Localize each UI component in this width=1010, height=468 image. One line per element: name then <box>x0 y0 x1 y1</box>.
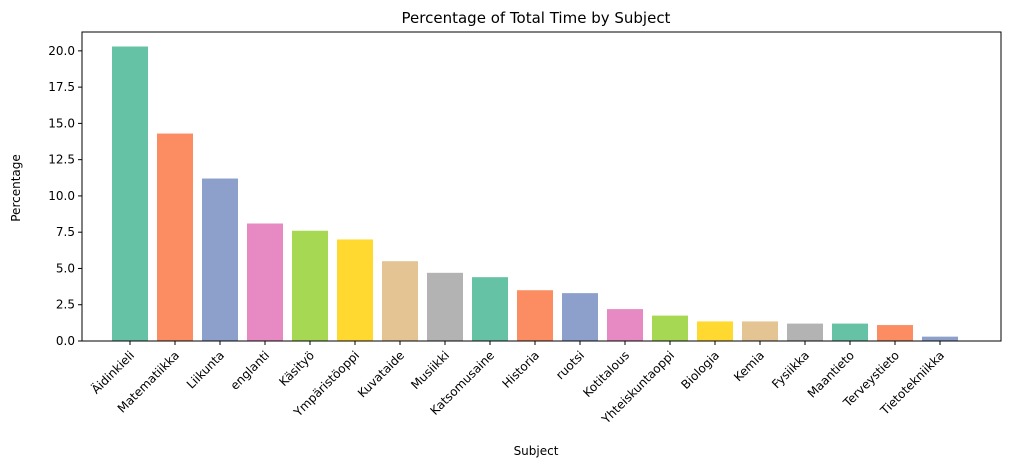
y-tick-label-0: 0.0 <box>56 334 75 348</box>
bar-16 <box>832 323 868 341</box>
x-tick-label-13: Biologia <box>678 348 722 392</box>
bar-17 <box>877 325 913 341</box>
bar-0 <box>112 46 148 341</box>
y-tick-label-3: 7.5 <box>56 225 75 239</box>
bar-11 <box>607 309 643 341</box>
x-tick-label-15: Fysiikka <box>769 348 812 391</box>
x-tick-label-2: Liikunta <box>184 348 227 391</box>
bar-12 <box>652 315 688 341</box>
bar-3 <box>247 223 283 341</box>
x-tick-label-0: Äidinkieli <box>88 348 137 397</box>
y-tick-label-7: 17.5 <box>48 80 75 94</box>
y-tick-label-5: 12.5 <box>48 153 75 167</box>
x-tick-label-3: englanti <box>228 348 273 393</box>
bar-18 <box>922 336 958 341</box>
y-tick-label-6: 15.0 <box>48 116 75 130</box>
bar-2 <box>202 178 238 341</box>
y-axis-label: Percentage <box>9 154 23 222</box>
y-tick-label-8: 20.0 <box>48 44 75 58</box>
bar-1 <box>157 133 193 341</box>
x-tick-label-4: Käsityö <box>276 348 317 389</box>
x-tick-label-6: Kuvataide <box>355 348 407 400</box>
x-axis-label: Subject <box>514 444 559 458</box>
chart-title: Percentage of Total Time by Subject <box>402 9 671 27</box>
bar-9 <box>517 290 553 341</box>
bar-10 <box>562 293 598 341</box>
y-tick-label-2: 5.0 <box>56 261 75 275</box>
x-tick-label-7: Musiikki <box>408 348 452 392</box>
x-tick-label-9: Historia <box>499 348 542 391</box>
bar-14 <box>742 321 778 341</box>
bar-5 <box>337 239 373 341</box>
plot-frame <box>81 31 1002 342</box>
y-tick-label-4: 10.0 <box>48 189 75 203</box>
bar-8 <box>472 277 508 341</box>
plot-area: 0.0 2.5 5.0 7.5 10.0 12.5 15.0 17.5 20.0 Äidinkie… <box>48 31 1002 427</box>
bar-15 <box>787 323 823 341</box>
x-tick-label-14: Kemia <box>731 348 767 384</box>
bar-7 <box>427 272 463 341</box>
bar-6 <box>382 261 418 341</box>
bar-4 <box>292 230 328 341</box>
y-tick-label-1: 2.5 <box>56 298 75 312</box>
bar-13 <box>697 321 733 341</box>
x-tick-label-10: ruotsi <box>553 348 587 382</box>
